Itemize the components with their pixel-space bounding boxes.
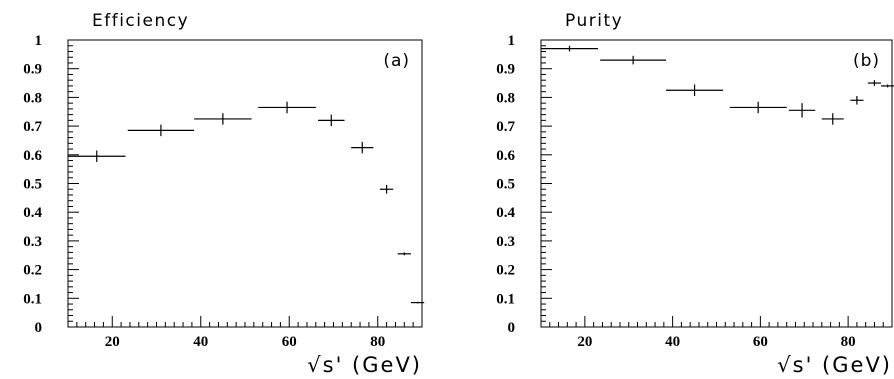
y-tick-label: 1 [508, 33, 516, 49]
chart-title: Purity [565, 11, 623, 31]
y-tick-label: 0.9 [23, 62, 42, 78]
x-tick-label: 20 [105, 334, 120, 350]
y-tick-label: 0.3 [496, 234, 515, 250]
x-axis-label: √s' (GeV) [777, 353, 892, 377]
y-tick-label: 0.7 [496, 119, 515, 135]
y-tick-label: 0.5 [23, 177, 42, 193]
chart-title: Efficiency [92, 11, 189, 31]
x-tick-label: 80 [841, 334, 856, 350]
x-axis-label: √s' (GeV) [307, 353, 422, 377]
y-tick-label: 0.4 [23, 205, 42, 221]
y-tick-label: 1 [35, 33, 43, 49]
y-tick-label: 0.2 [23, 263, 42, 279]
y-tick-label: 0.9 [496, 62, 515, 78]
y-tick-label: 0.4 [496, 205, 515, 221]
y-tick-label: 0 [508, 320, 516, 336]
y-tick-label: 0.1 [23, 291, 42, 307]
x-tick-label: 60 [282, 334, 297, 350]
x-tick-label: 20 [577, 334, 592, 350]
panel-label: (b) [853, 51, 880, 71]
y-tick-label: 0.7 [23, 119, 42, 135]
y-tick-label: 0.8 [23, 90, 42, 106]
plot-frame [67, 39, 423, 328]
x-tick-label: 40 [665, 334, 680, 350]
chart-panel-a: Efficiency (a) 0 0.1 0.2 0.3 0.4 0.5 0.6 0.7 0.8 0.… [23, 11, 425, 377]
y-tick-label: 0.1 [496, 291, 515, 307]
y-tick-label: 0 [35, 320, 43, 336]
y-tick-label: 0.8 [496, 90, 515, 106]
y-tick-label: 0.3 [23, 234, 42, 250]
y-tick-label: 0.6 [23, 148, 42, 164]
chart-panel-b: Purity (b) 0 0.1 0.2 0.3 0.4 0.5 0.6 0.7 0.8 0.9 1 20… [496, 11, 894, 377]
panel-label: (a) [383, 51, 410, 71]
y-tick-label: 0.2 [496, 263, 515, 279]
x-tick-label: 80 [370, 334, 385, 350]
plot-frame [540, 39, 893, 328]
x-tick-label: 40 [193, 334, 208, 350]
y-tick-label: 0.6 [496, 148, 515, 164]
x-tick-label: 60 [753, 334, 768, 350]
y-tick-label: 0.5 [496, 177, 515, 193]
